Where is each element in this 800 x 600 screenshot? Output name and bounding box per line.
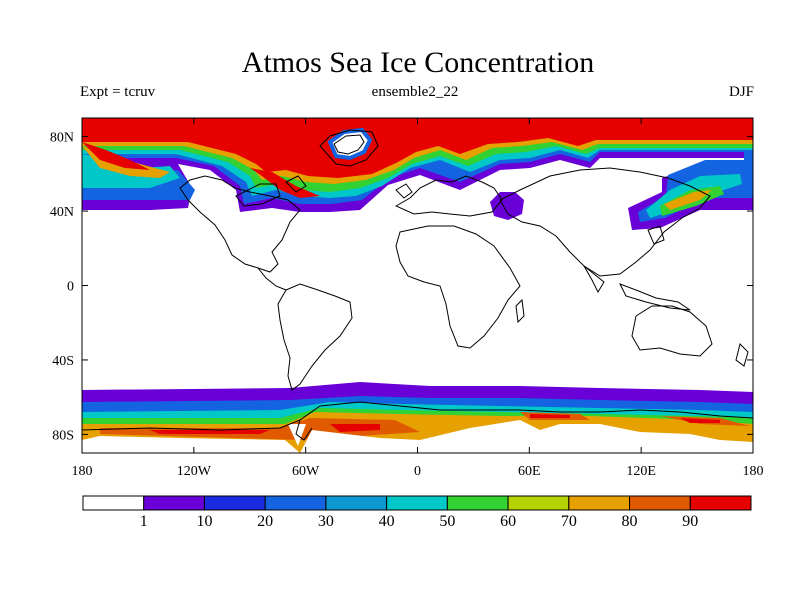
y-tick-label: 40N [50,205,74,220]
y-tick-label: 80S [52,428,74,443]
ensemble-label: ensemble2_22 [371,84,459,100]
ice-field [82,118,753,453]
y-tick-label: 80N [50,131,74,146]
colorbar-label: 90 [682,513,698,530]
colorbar-swatch [82,495,145,511]
colorbar-swatch [264,495,327,511]
experiment-label: Expt = tcruv [80,84,156,100]
x-tick-label: 60W [292,464,320,479]
x-tick-label: 60E [518,464,541,479]
colorbar-label: 40 [379,513,395,530]
colorbar-swatch [446,495,509,511]
colorbar-label: 30 [318,513,334,530]
coastlines [82,129,753,441]
colorbar-swatch [325,495,388,511]
colorbar-swatch [143,495,205,511]
colorbar-label: 1 [140,513,148,530]
colorbar-swatch [386,495,448,511]
x-tick-label: 180 [72,464,93,479]
map-title: Atmos Sea Ice Concentration [241,46,595,79]
greenland-hole [327,127,373,161]
arctic-ice-red [82,118,753,198]
colorbar-label: 50 [439,513,455,530]
colorbar-swatch [689,495,752,511]
colorbar: 1 10 20 30 40 50 60 70 80 90 [82,495,752,530]
y-tick-label: 40S [52,354,74,369]
antarctic-gap [82,436,300,453]
y-tick-label: 0 [67,280,74,295]
colorbar-swatch [629,495,691,511]
x-axis: 180 120W 60W 0 60E 120E 180 [72,118,764,479]
colorbar-label: 20 [257,513,273,530]
colorbar-label: 80 [622,513,638,530]
colorbar-label: 70 [561,513,577,530]
colorbar-label: 60 [500,513,516,530]
y-axis: 80N 40N 0 40S 80S [50,131,753,443]
season-label: DJF [728,84,754,100]
colorbar-swatch [203,495,266,511]
colorbar-swatch [568,495,631,511]
x-tick-label: 0 [414,464,421,479]
colorbar-swatch [507,495,570,511]
x-tick-label: 180 [743,464,764,479]
x-tick-label: 120E [626,464,656,479]
x-tick-label: 120W [177,464,212,479]
colorbar-label: 10 [196,513,212,530]
antarctic-ice-deep-red [150,414,720,434]
